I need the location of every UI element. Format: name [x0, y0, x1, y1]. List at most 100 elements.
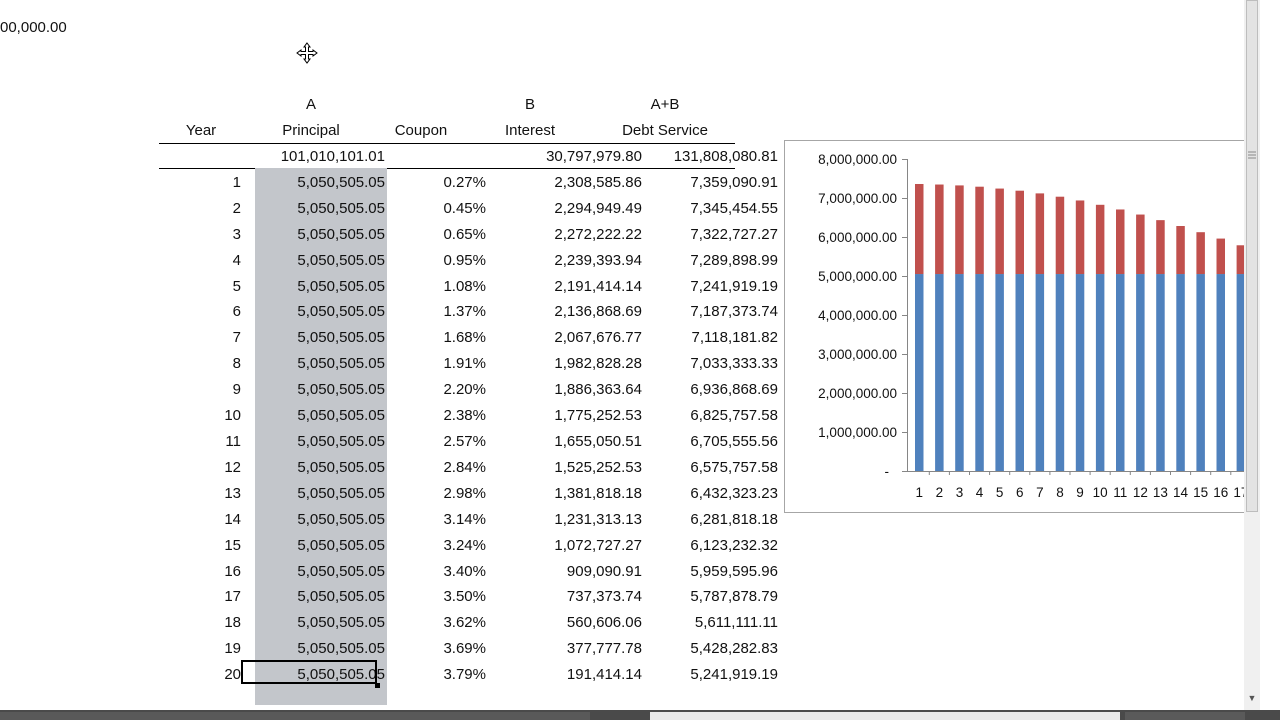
cell-debt-service[interactable]: 6,825,757.58 [690, 407, 778, 425]
horizontal-scrollbar[interactable] [0, 710, 1280, 720]
cell-debt-service[interactable]: 6,281,818.18 [690, 510, 778, 528]
cell-principal[interactable]: 5,050,505.05 [297, 484, 385, 502]
principal-selection-range[interactable] [255, 168, 387, 705]
cell-year[interactable]: 4 [232, 251, 241, 269]
cell-year[interactable]: 8 [232, 355, 241, 373]
cell-debt-service[interactable]: 5,959,595.96 [690, 562, 778, 580]
vertical-scroll-thumb[interactable] [1246, 0, 1258, 512]
cell-principal-total[interactable]: 101,010,101.01 [280, 148, 385, 165]
cell-debt-service[interactable]: 7,359,090.91 [690, 173, 778, 191]
cell-interest[interactable]: 1,231,313.13 [554, 510, 642, 528]
horizontal-scroll-track[interactable] [1125, 712, 1245, 720]
cell-debt-service[interactable]: 6,575,757.58 [690, 458, 778, 476]
cell-interest[interactable]: 2,067,676.77 [554, 329, 642, 347]
cell-year[interactable]: 14 [224, 510, 241, 528]
cell-coupon[interactable]: 1.37% [443, 303, 486, 321]
cell-coupon[interactable]: 3.40% [443, 562, 486, 580]
cell-debt-service[interactable]: 5,241,919.19 [690, 666, 778, 684]
cell-top-left-value[interactable]: 00,000.00 [0, 19, 67, 36]
cell-principal[interactable]: 5,050,505.05 [297, 666, 385, 684]
cell-coupon[interactable] [402, 144, 512, 170]
cell-principal[interactable]: 5,050,505.05 [297, 640, 385, 658]
cell-coupon[interactable]: 2.84% [443, 458, 486, 476]
cell-principal[interactable]: 5,050,505.05 [297, 510, 385, 528]
cell-principal[interactable]: 5,050,505.05 [297, 614, 385, 632]
cell-principal[interactable]: 5,050,505.05 [297, 173, 385, 191]
cell-interest[interactable]: 1,886,363.64 [554, 381, 642, 399]
cell-coupon[interactable]: 0.27% [443, 173, 486, 191]
fill-handle[interactable] [375, 683, 380, 688]
header-principal[interactable]: Principal [282, 122, 340, 139]
cell-interest[interactable]: 737,373.74 [566, 588, 642, 606]
cell-interest[interactable]: 1,655,050.51 [554, 432, 642, 450]
cell-debt-service[interactable]: 5,428,282.83 [690, 640, 778, 658]
cell-coupon[interactable]: 2.20% [443, 381, 486, 399]
cell-year[interactable]: 6 [232, 303, 241, 321]
cell-interest[interactable]: 1,775,252.53 [554, 407, 642, 425]
cell-principal[interactable]: 5,050,505.05 [297, 303, 385, 321]
cell-principal[interactable]: 5,050,505.05 [297, 562, 385, 580]
cell-year[interactable] [159, 144, 241, 170]
cell-year[interactable]: 19 [224, 640, 241, 658]
active-cell-cursor[interactable] [241, 660, 377, 684]
cell-interest[interactable]: 377,777.78 [566, 640, 642, 658]
cell-coupon[interactable]: 0.95% [443, 251, 486, 269]
cell-year[interactable]: 9 [232, 381, 241, 399]
header-b[interactable]: B [524, 96, 535, 113]
cell-principal[interactable]: 5,050,505.05 [297, 329, 385, 347]
cell-coupon[interactable]: 1.08% [443, 277, 486, 295]
cell-interest[interactable]: 1,381,818.18 [554, 484, 642, 502]
cell-coupon[interactable]: 2.38% [443, 407, 486, 425]
cell-principal[interactable]: 5,050,505.05 [297, 407, 385, 425]
cell-year[interactable]: 11 [225, 432, 241, 450]
cell-debt-service[interactable]: 7,241,919.19 [690, 277, 778, 295]
cell-interest[interactable]: 2,191,414.14 [554, 277, 642, 295]
sheet-tab-area[interactable] [0, 712, 590, 720]
cell-debt-service[interactable]: 6,123,232.32 [690, 536, 778, 554]
cell-coupon[interactable]: 3.24% [443, 536, 486, 554]
header-interest[interactable]: Interest [504, 122, 556, 139]
cell-interest[interactable]: 1,525,252.53 [554, 458, 642, 476]
debt-service-chart[interactable]: - 1,000,000.00 2,000,000.00 3,000,000.00 4,0… [784, 140, 1255, 513]
cell-debt-service[interactable]: 7,322,727.27 [690, 225, 778, 243]
cell-debt-service[interactable]: 7,345,454.55 [690, 199, 778, 217]
cell-principal[interactable]: 5,050,505.05 [297, 381, 385, 399]
cell-interest[interactable]: 2,308,585.86 [554, 173, 642, 191]
cell-interest[interactable]: 909,090.91 [566, 562, 642, 580]
cell-year[interactable]: 10 [224, 407, 241, 425]
cell-coupon[interactable]: 0.45% [443, 199, 486, 217]
scroll-down-icon[interactable]: ▼ [1247, 693, 1257, 703]
cell-interest[interactable]: 1,982,828.28 [554, 355, 642, 373]
cell-principal[interactable]: 5,050,505.05 [297, 458, 385, 476]
cell-interest[interactable]: 2,272,222.22 [554, 225, 642, 243]
cell-coupon[interactable]: 2.98% [443, 484, 486, 502]
cell-year[interactable]: 12 [224, 458, 241, 476]
header-debt-service[interactable]: Debt Service [622, 122, 708, 139]
cell-principal[interactable]: 5,050,505.05 [297, 355, 385, 373]
cell-principal[interactable]: 5,050,505.05 [297, 536, 385, 554]
header-year[interactable]: Year [185, 122, 217, 139]
cell-year[interactable]: 17 [224, 588, 241, 606]
cell-coupon[interactable]: 3.50% [443, 588, 486, 606]
cell-year[interactable]: 5 [232, 277, 241, 295]
cell-coupon[interactable]: 0.65% [443, 225, 486, 243]
cell-year[interactable]: 16 [224, 562, 241, 580]
cell-debt-service[interactable]: 7,033,333.33 [690, 355, 778, 373]
cell-debt-service[interactable]: 6,705,555.56 [690, 432, 778, 450]
cell-debt-service[interactable]: 7,118,181.82 [691, 329, 778, 347]
cell-principal[interactable]: 5,050,505.05 [297, 432, 385, 450]
cell-coupon[interactable]: 1.91% [443, 355, 486, 373]
header-coupon[interactable]: Coupon [394, 122, 448, 139]
cell-year[interactable]: 20 [224, 666, 241, 684]
cell-year[interactable]: 15 [224, 536, 241, 554]
cell-principal[interactable]: 5,050,505.05 [297, 225, 385, 243]
cell-debt-service[interactable]: 5,787,878.79 [690, 588, 778, 606]
cell-debt-total[interactable]: 131,808,080.81 [673, 148, 778, 165]
cell-year[interactable]: 3 [232, 225, 241, 243]
cell-interest[interactable]: 2,136,868.69 [554, 303, 642, 321]
cell-coupon[interactable]: 1.68% [443, 329, 486, 347]
cell-year[interactable]: 7 [232, 329, 241, 347]
cell-debt-service[interactable]: 5,611,111.11 [694, 614, 778, 632]
cell-principal[interactable]: 5,050,505.05 [297, 588, 385, 606]
cell-year[interactable]: 13 [224, 484, 241, 502]
